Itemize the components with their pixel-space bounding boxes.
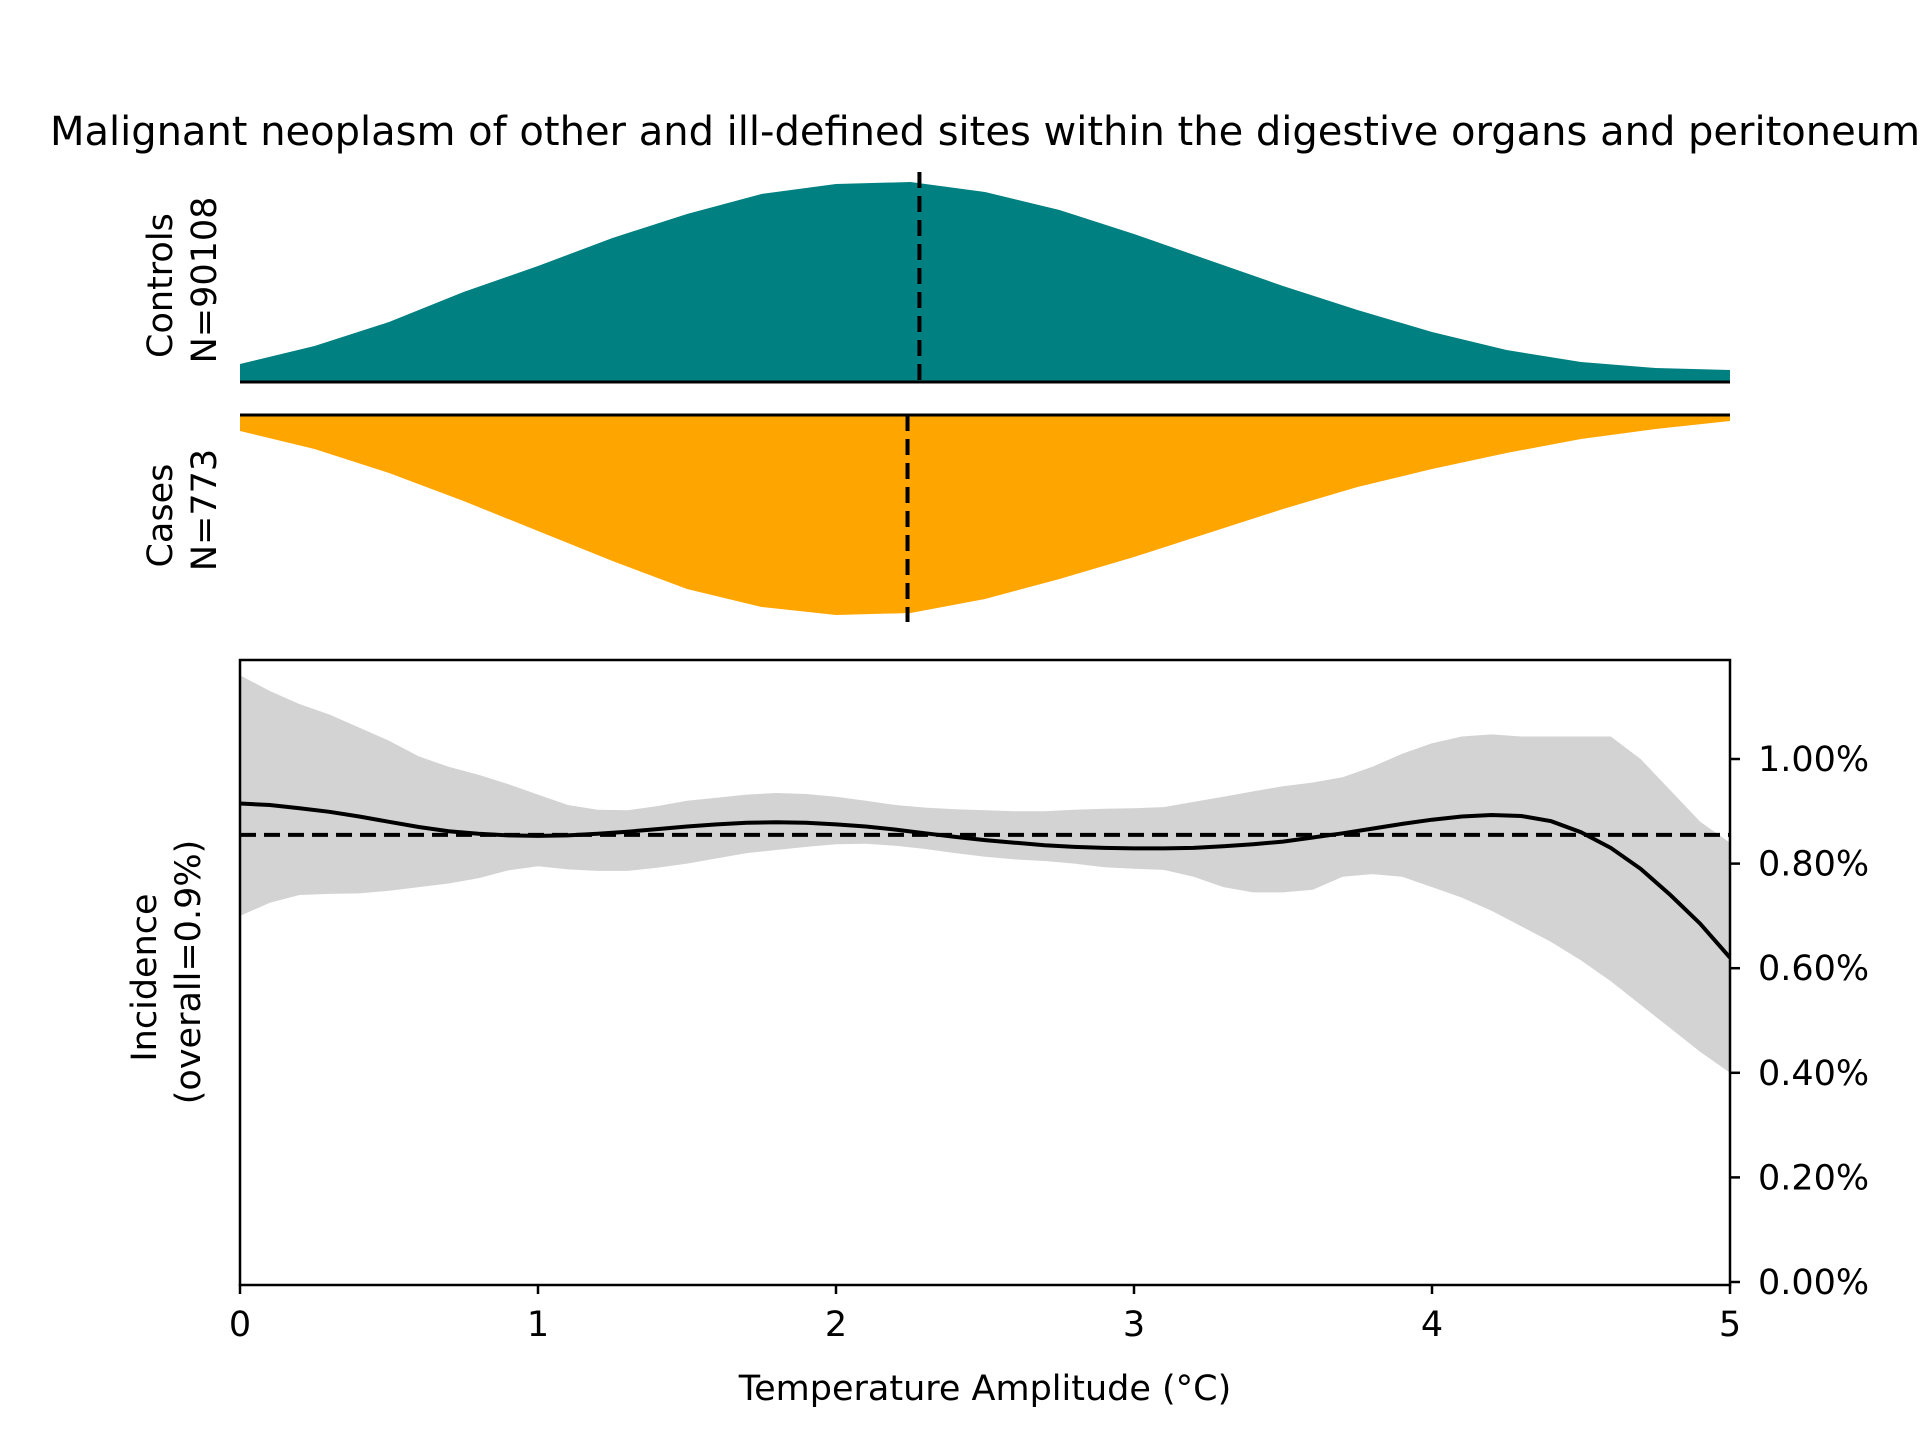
x-tick-label: 5 (1719, 1305, 1741, 1345)
cases-density-panel: Cases N=773 (141, 413, 1730, 622)
controls-label-title: Controls (141, 213, 181, 358)
x-tick-label: 2 (825, 1305, 847, 1345)
controls-density-area (240, 182, 1730, 382)
y-tick-label: 1.00% (1758, 740, 1869, 780)
x-tick-label: 0 (229, 1305, 251, 1345)
y-tick-label: 0.00% (1758, 1263, 1869, 1303)
controls-density-panel: Controls N=90108 (141, 172, 1730, 384)
y-tick-label: 0.60% (1758, 949, 1869, 989)
cases-label: Cases N=773 (141, 449, 225, 571)
confidence-band (240, 675, 1730, 1073)
y-axis-label: Incidence (overall=0.9%) (125, 840, 209, 1105)
cases-density-area (240, 415, 1730, 615)
x-axis-label: Temperature Amplitude (°C) (738, 1369, 1232, 1409)
x-tick-label: 4 (1421, 1305, 1443, 1345)
y-tick-label: 0.40% (1758, 1054, 1869, 1094)
controls-label-count: N=90108 (185, 197, 225, 364)
y-tick-label: 0.80% (1758, 845, 1869, 885)
cases-label-count: N=773 (185, 449, 225, 571)
y-axis-label-line2: (overall=0.9%) (169, 840, 209, 1105)
x-tick-label: 1 (527, 1305, 549, 1345)
y-tick-label: 0.20% (1758, 1158, 1869, 1198)
incidence-panel: 0.00% 0.20% 0.40% 0.60% 0.80% 1.00% 0 1 2 3 4 5 In… (125, 658, 1869, 1409)
y-axis-label-line1: Incidence (125, 893, 165, 1061)
x-axis-ticks: 0 1 2 3 4 5 (229, 1284, 1741, 1345)
y-axis-ticks: 0.00% 0.20% 0.40% 0.60% 0.80% 1.00% (1730, 740, 1869, 1303)
cases-label-title: Cases (141, 464, 181, 568)
plot-frame (238, 658, 1732, 1287)
chart-title: Malignant neoplasm of other and ill-defi… (50, 109, 1920, 155)
x-tick-label: 3 (1123, 1305, 1145, 1345)
controls-label: Controls N=90108 (141, 197, 225, 364)
